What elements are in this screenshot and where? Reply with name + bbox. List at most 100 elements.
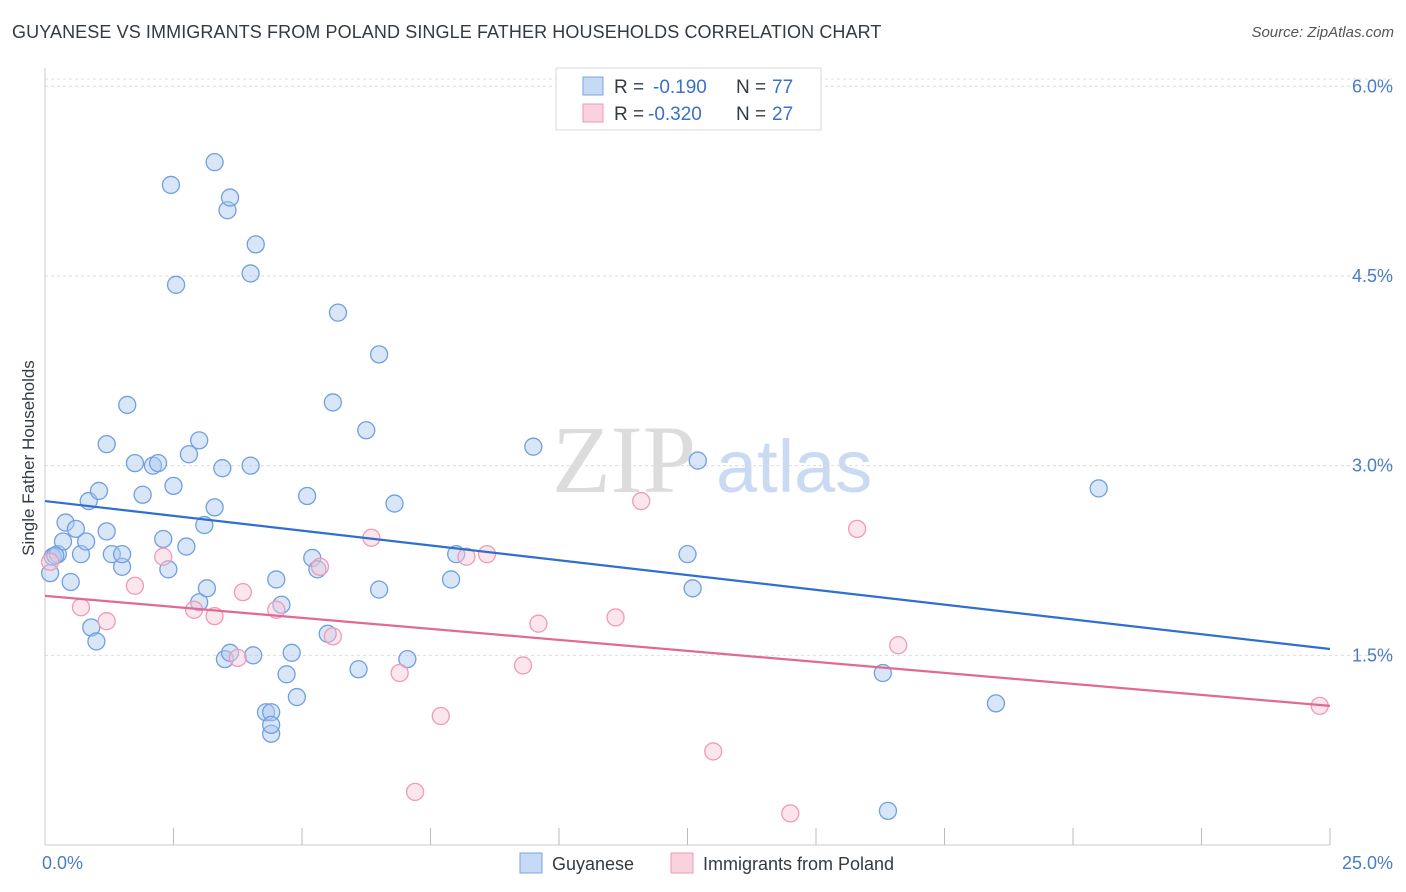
poland-n-label: N = — [736, 104, 766, 125]
guyanese-point — [197, 579, 217, 598]
guyanese-point — [297, 486, 317, 506]
guyanese-point — [308, 560, 327, 579]
x-tick-label: 0.0% — [42, 853, 83, 873]
poland-point — [781, 804, 800, 823]
guyanese-point — [241, 456, 260, 475]
guyanese-point — [112, 545, 132, 564]
guyanese-point — [56, 513, 75, 532]
guyanese-point — [244, 646, 263, 665]
legend-guyanese-swatch — [519, 852, 543, 874]
guyanese-point — [262, 703, 281, 722]
poland-point — [125, 576, 145, 595]
poland-point — [71, 598, 91, 617]
guyanese-point — [267, 570, 286, 589]
guyanese-point — [82, 618, 101, 637]
guyanese-point — [112, 557, 132, 576]
guyanese-point — [683, 579, 702, 598]
poland-point — [154, 547, 173, 566]
x-tick-label: 25.0% — [1342, 853, 1393, 873]
guyanese-point — [190, 431, 209, 450]
guyanese-point — [205, 498, 224, 517]
guyanese-point — [282, 643, 301, 662]
guyanese-point — [369, 345, 389, 364]
guyanese-point — [125, 453, 145, 473]
guyanese-point — [154, 529, 173, 549]
guyanese-point — [161, 175, 181, 195]
guyanese-point — [61, 572, 80, 592]
guyanese-point — [986, 694, 1006, 713]
guyanese-point — [323, 393, 342, 412]
guyanese-point — [678, 545, 697, 564]
y-tick-label: 1.5% — [1352, 645, 1393, 665]
guyanese-point — [205, 153, 224, 172]
guyanese-point — [241, 264, 260, 283]
poland-point — [632, 491, 651, 511]
poland-points — [40, 491, 1329, 823]
series-legend: Guyanese Immigrants from Poland — [519, 852, 894, 874]
poland-point — [704, 742, 723, 761]
guyanese-point — [97, 434, 116, 454]
guyanese-swatch — [582, 76, 604, 96]
guyanese-point — [76, 532, 96, 551]
poland-point — [889, 636, 908, 655]
guyanese-point — [328, 303, 348, 322]
poland-n-value: 27 — [772, 104, 793, 125]
watermark-zip: ZIP — [552, 406, 696, 513]
y-tick-label: 3.0% — [1352, 456, 1393, 476]
guyanese-point — [1089, 479, 1108, 498]
stats-legend: R = -0.190 N = 77 R = -0.320 N = 27 — [555, 67, 822, 131]
poland-swatch — [582, 103, 604, 123]
chart-source: Source: ZipAtlas.com — [1251, 24, 1394, 41]
watermark-atlas: atlas — [716, 425, 872, 508]
poland-point — [233, 582, 253, 602]
poland-point — [513, 656, 533, 675]
poland-point — [431, 706, 450, 726]
poland-point — [477, 545, 497, 564]
poland-point — [310, 557, 330, 576]
poland-r-label: R = — [614, 104, 644, 125]
guyanese-r-value: -0.190 — [653, 77, 707, 98]
poland-point — [529, 614, 548, 633]
y-axis-label: Single Father Households — [19, 360, 38, 556]
legend-poland-label: Immigrants from Poland — [703, 854, 894, 874]
guyanese-point — [878, 801, 898, 821]
guyanese-point — [66, 519, 85, 539]
guyanese-point — [246, 235, 265, 254]
guyanese-point — [398, 649, 417, 669]
guyanese-point — [213, 459, 232, 478]
chart-title: GUYANESE VS IMMIGRANTS FROM POLAND SINGL… — [12, 22, 882, 42]
poland-trend-line — [44, 594, 1331, 707]
guyanese-point — [349, 660, 368, 679]
poland-point — [390, 663, 409, 683]
guyanese-point — [164, 476, 183, 496]
guyanese-point — [262, 715, 281, 735]
guyanese-point — [166, 275, 186, 294]
guyanese-point — [177, 537, 196, 556]
guyanese-point — [357, 421, 376, 440]
guyanese-point — [441, 570, 461, 589]
poland-point — [323, 627, 342, 646]
guyanese-point — [277, 665, 296, 684]
poland-point — [405, 782, 425, 802]
guyanese-point — [87, 632, 106, 651]
trend-lines — [44, 499, 1331, 707]
guyanese-point — [524, 437, 543, 456]
guyanese-point — [118, 395, 137, 415]
poland-point — [457, 547, 476, 566]
poland-point — [606, 608, 625, 627]
guyanese-point — [385, 494, 404, 513]
poland-point — [267, 600, 286, 619]
guyanese-n-label: N = — [736, 77, 766, 98]
guyanese-points — [40, 153, 1108, 821]
poland-point — [847, 519, 867, 539]
poland-point — [228, 648, 247, 668]
guyanese-point — [133, 485, 152, 504]
y-tick-label: 4.5% — [1352, 266, 1393, 286]
guyanese-point — [102, 545, 121, 564]
poland-point — [40, 552, 60, 571]
legend-guyanese-label: Guyanese — [552, 854, 634, 874]
poland-r-value: -0.320 — [648, 104, 702, 125]
guyanese-point — [220, 188, 240, 207]
guyanese-point — [89, 481, 109, 501]
